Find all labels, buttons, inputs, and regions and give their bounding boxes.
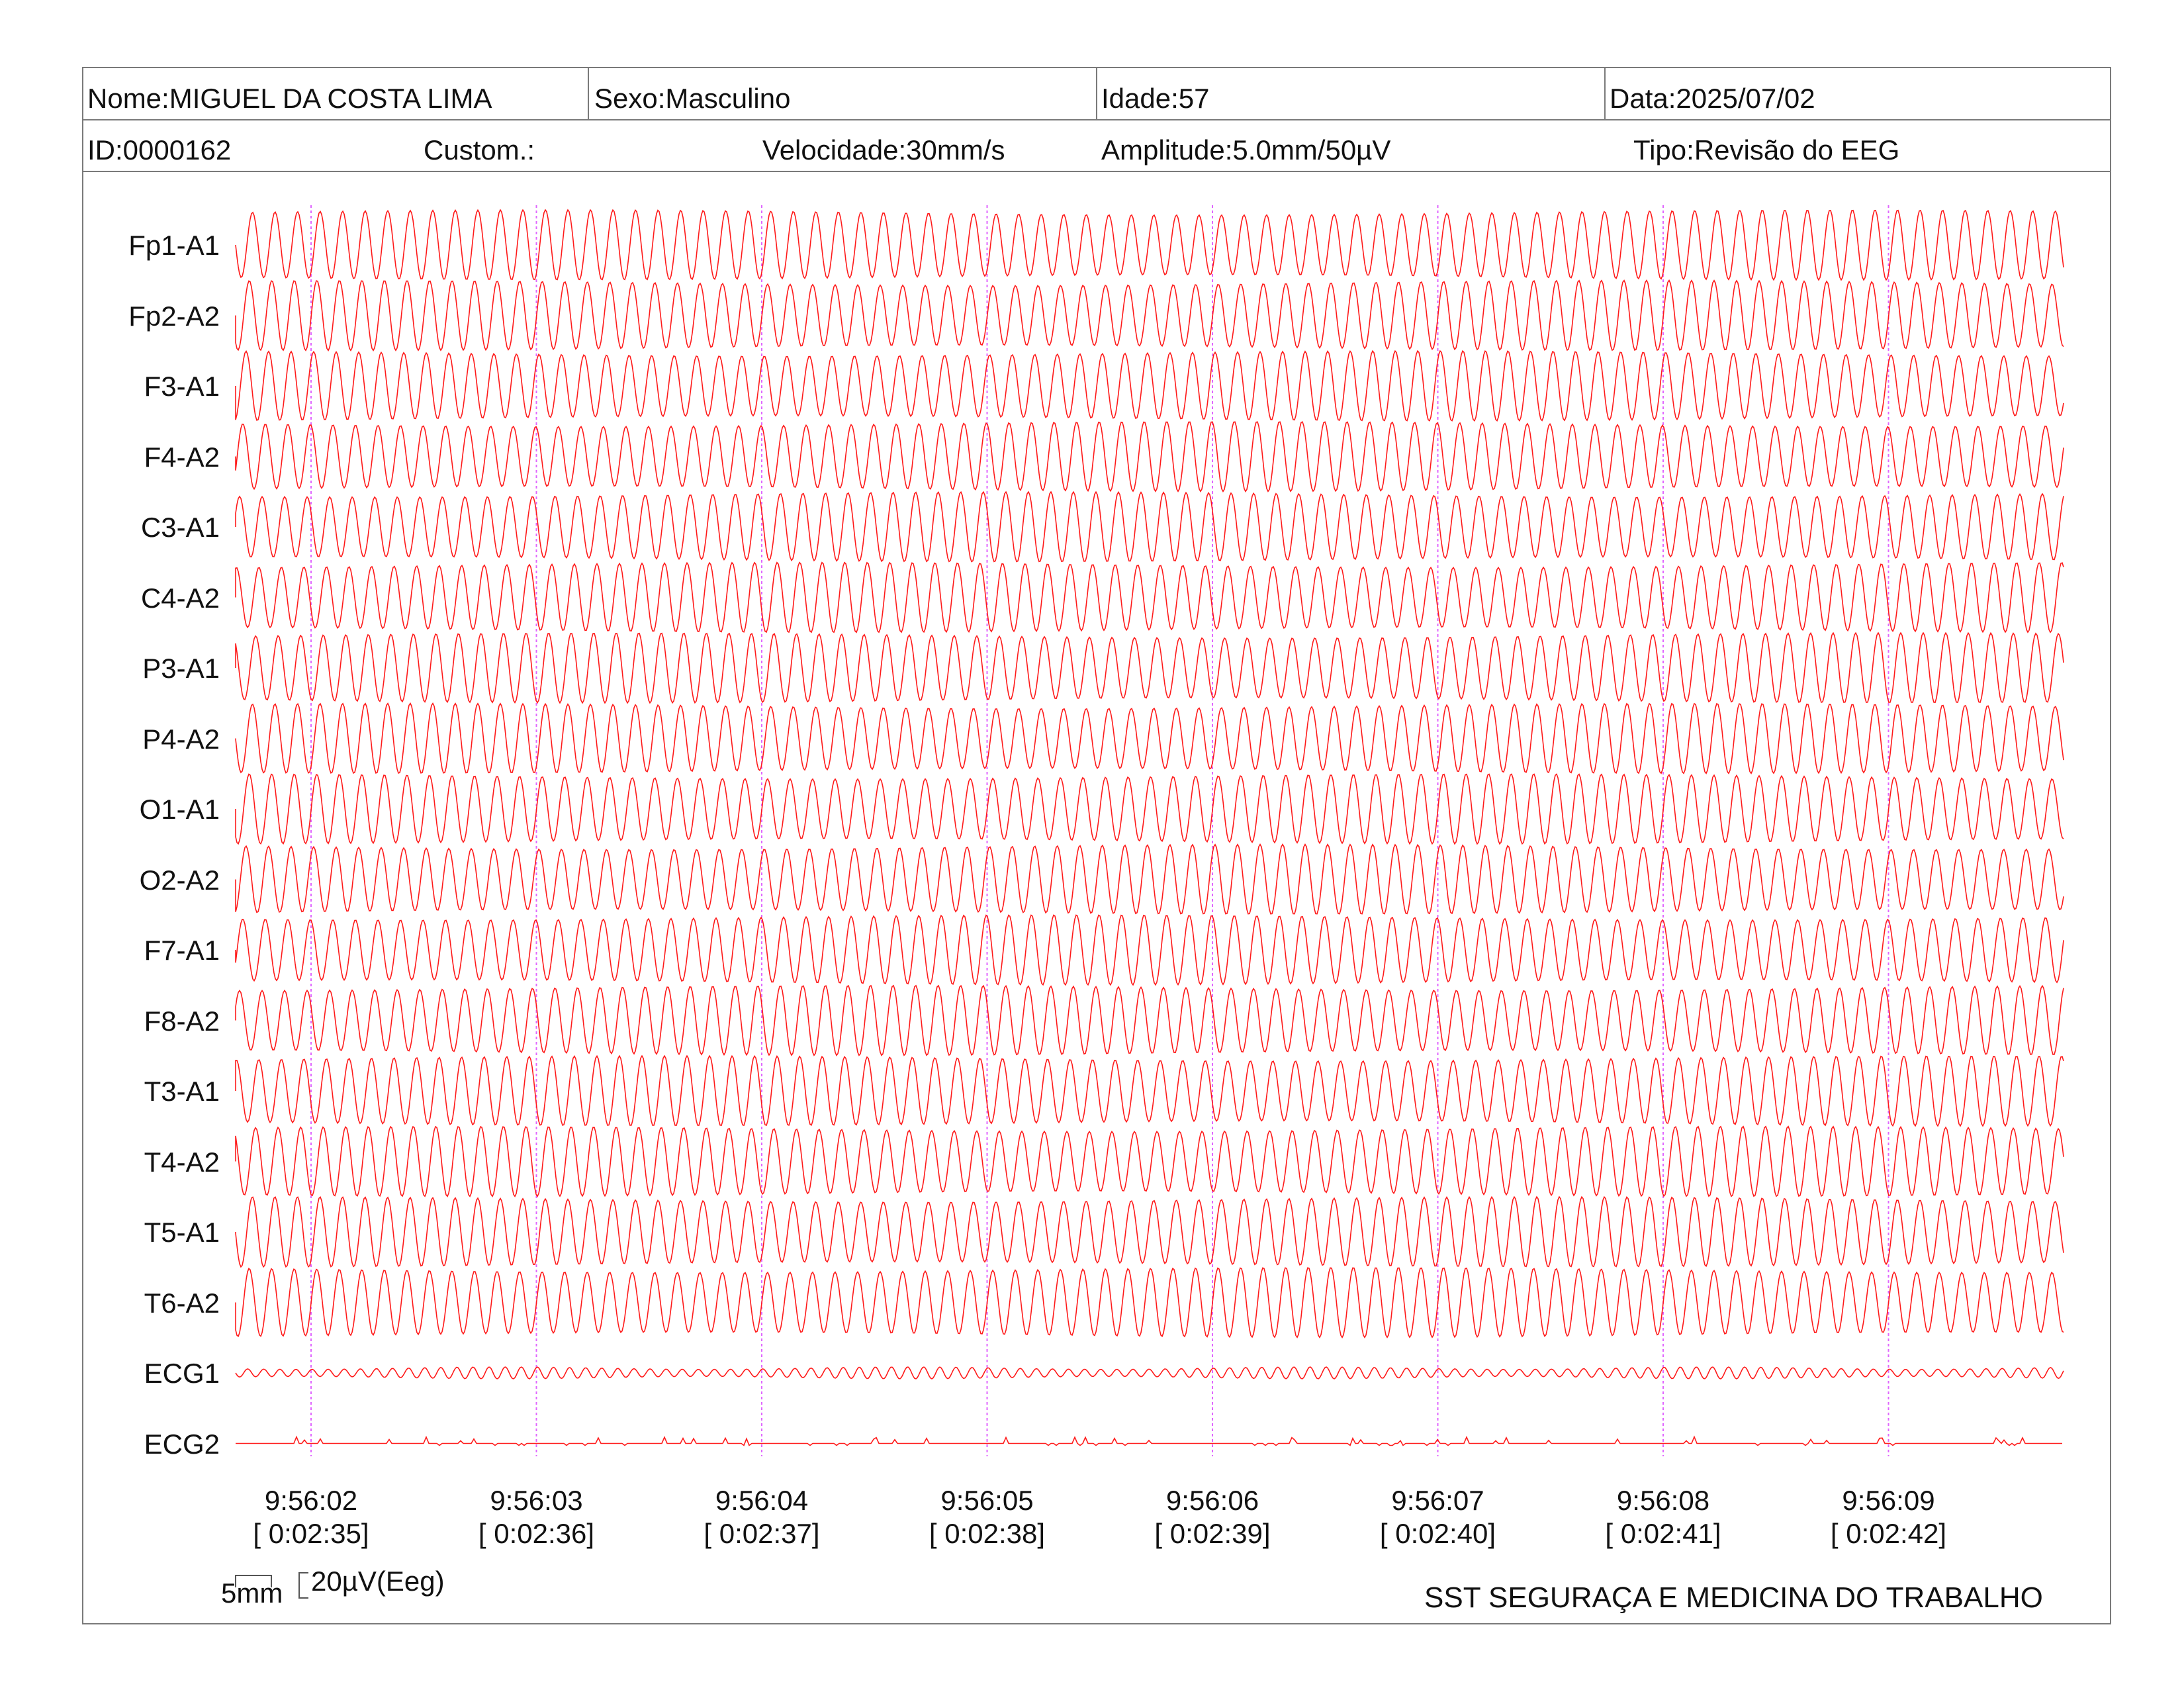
channel-label-ecg1: ECG1 xyxy=(144,1358,220,1389)
trace-c3-a1 xyxy=(235,491,2064,563)
trace-f8-a2 xyxy=(235,984,2064,1056)
time-tick-clock: 9:56:02 xyxy=(264,1485,358,1516)
record-date: Data:2025/07/02 xyxy=(1610,83,1815,114)
custom-field: Custom.: xyxy=(424,134,535,165)
channel-label-p4-a2: P4-A2 xyxy=(142,723,220,755)
trace-t6-a2 xyxy=(235,1267,2064,1339)
time-tick-clock: 9:56:05 xyxy=(940,1485,1034,1516)
time-tick-elapsed: [ 0:02:39] xyxy=(1154,1517,1271,1549)
channel-label-f8-a2: F8-A2 xyxy=(144,1005,220,1037)
patient-name: Nome:MIGUEL DA COSTA LIMA xyxy=(87,83,492,114)
header-divider xyxy=(588,67,589,120)
patient-sex: Sexo:Masculino xyxy=(594,83,791,114)
time-tick-clock: 9:56:03 xyxy=(490,1485,583,1516)
channel-label-t3-a1: T3-A1 xyxy=(144,1076,220,1107)
amp-scale-label: 20µV(Eeg) xyxy=(311,1566,445,1597)
trace-f4-a2 xyxy=(235,421,2064,493)
time-tick-clock: 9:56:07 xyxy=(1391,1485,1484,1516)
channel-label-t6-a2: T6-A2 xyxy=(144,1287,220,1319)
header-divider xyxy=(1096,67,1097,120)
channel-label-f7-a1: F7-A1 xyxy=(144,935,220,966)
time-tick-elapsed: [ 0:02:35] xyxy=(253,1517,369,1549)
time-tick-elapsed: [ 0:02:37] xyxy=(704,1517,820,1549)
organization-name: SST SEGURAÇA E MEDICINA DO TRABALHO xyxy=(1424,1581,2043,1614)
channel-label-fp1-a1: Fp1-A1 xyxy=(128,230,220,261)
trace-t3-a1 xyxy=(235,1055,2064,1127)
time-tick-clock: 9:56:04 xyxy=(715,1485,809,1516)
channel-label-t4-a2: T4-A2 xyxy=(144,1146,220,1178)
channel-label-f3-a1: F3-A1 xyxy=(144,371,220,402)
channel-label-c4-a2: C4-A2 xyxy=(140,582,220,614)
trace-t5-a1 xyxy=(235,1196,2064,1268)
trace-ecg1 xyxy=(235,1366,2064,1380)
time-tick-label: 9:56:02[ 0:02:35] xyxy=(225,1484,397,1550)
time-tick-label: 9:56:05[ 0:02:38] xyxy=(901,1484,1073,1550)
channel-label-f4-a2: F4-A2 xyxy=(144,441,220,473)
time-tick-elapsed: [ 0:02:42] xyxy=(1830,1517,1947,1549)
trace-f7-a1 xyxy=(235,914,2064,986)
time-tick-label: 9:56:04[ 0:02:37] xyxy=(676,1484,848,1550)
patient-id: ID:0000162 xyxy=(87,134,232,165)
channel-label-p3-a1: P3-A1 xyxy=(142,653,220,684)
trace-f3-a1 xyxy=(235,350,2064,422)
record-type: Tipo:Revisão do EEG xyxy=(1633,134,1900,165)
sweep-speed: Velocidade:30mm/s xyxy=(762,134,1005,165)
time-tick-elapsed: [ 0:02:36] xyxy=(478,1517,595,1549)
channel-label-c3-a1: C3-A1 xyxy=(140,512,220,543)
time-tick-clock: 9:56:08 xyxy=(1616,1485,1710,1516)
trace-o1-a1 xyxy=(235,773,2064,845)
channel-label-o2-a2: O2-A2 xyxy=(139,864,220,896)
time-tick-label: 9:56:07[ 0:02:40] xyxy=(1352,1484,1524,1550)
time-tick-elapsed: [ 0:02:38] xyxy=(929,1517,1046,1549)
header-row-2 xyxy=(82,119,2111,172)
channel-label-ecg2: ECG2 xyxy=(144,1428,220,1460)
trace-fp2-a2 xyxy=(235,279,2064,352)
time-tick-label: 9:56:09[ 0:02:42] xyxy=(1803,1484,1975,1550)
time-tick-elapsed: [ 0:02:41] xyxy=(1605,1517,1721,1549)
trace-c4-a2 xyxy=(235,561,2064,633)
trace-p4-a2 xyxy=(235,702,2064,774)
trace-o2-a2 xyxy=(235,843,2064,915)
time-tick-label: 9:56:06[ 0:02:39] xyxy=(1126,1484,1298,1550)
time-tick-elapsed: [ 0:02:40] xyxy=(1379,1517,1496,1549)
amplitude-setting: Amplitude:5.0mm/50µV xyxy=(1101,134,1391,165)
time-tick-label: 9:56:03[ 0:02:36] xyxy=(451,1484,623,1550)
trace-fp1-a1 xyxy=(235,209,2064,281)
channel-label-o1-a1: O1-A1 xyxy=(139,794,220,825)
header-divider xyxy=(1604,67,1606,120)
trace-t4-a2 xyxy=(235,1125,2064,1197)
trace-ecg2 xyxy=(236,1435,2062,1446)
time-tick-clock: 9:56:09 xyxy=(1842,1485,1935,1516)
trace-p3-a1 xyxy=(235,632,2064,704)
channel-label-t5-a1: T5-A1 xyxy=(144,1217,220,1248)
time-scale-label: 5mm xyxy=(221,1577,283,1609)
time-tick-clock: 9:56:06 xyxy=(1165,1485,1259,1516)
channel-label-fp2-a2: Fp2-A2 xyxy=(128,300,220,332)
patient-age: Idade:57 xyxy=(1101,83,1210,114)
time-tick-label: 9:56:08[ 0:02:41] xyxy=(1577,1484,1749,1550)
